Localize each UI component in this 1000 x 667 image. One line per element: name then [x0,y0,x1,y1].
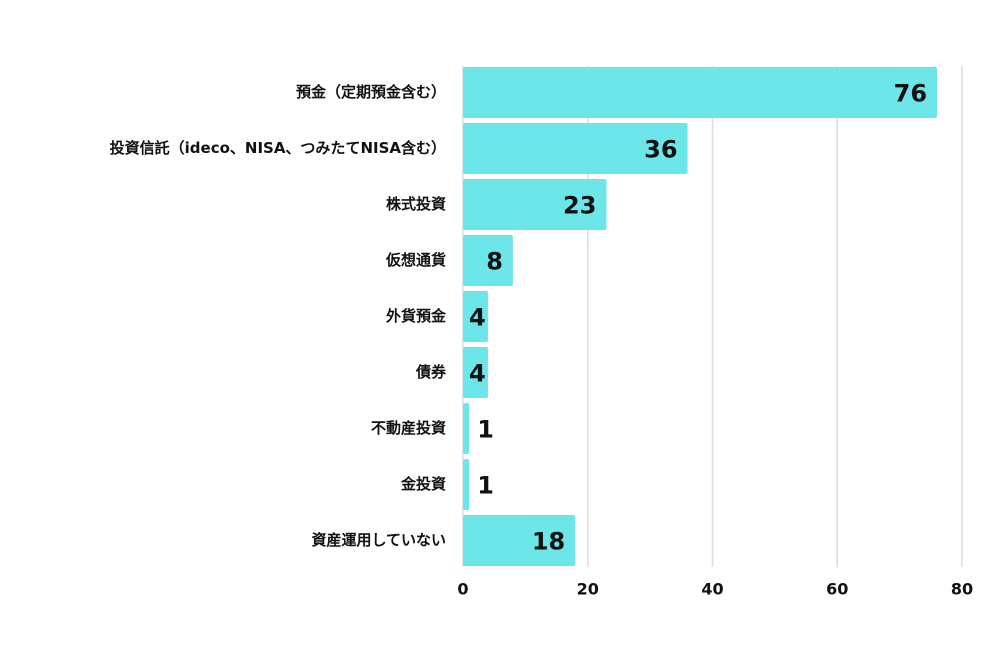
value-label: 1 [477,472,494,500]
bar [463,459,470,510]
x-tick-label: 60 [826,580,848,599]
category-label: 不動産投資 [371,419,446,437]
value-label: 36 [644,136,677,164]
category-label: 資産運用していない [311,531,446,549]
x-tick-label: 80 [951,580,973,599]
x-tick-label: 20 [577,580,599,599]
value-label: 1 [477,416,494,444]
bar [463,515,576,566]
bars [463,67,938,566]
bar [463,403,470,454]
bar [463,67,938,118]
value-label: 4 [469,304,486,332]
category-label: 株式投資 [386,195,446,213]
category-label: 投資信託（ideco、NISA、つみたてNISA含む） [110,139,446,157]
x-tick-label: 40 [701,580,723,599]
category-label: 債券 [415,363,447,381]
value-label: 4 [469,360,486,388]
bar [463,235,513,286]
x-tick-label: 0 [457,580,468,599]
value-label: 76 [894,80,927,108]
value-label: 23 [563,192,596,220]
bar [463,179,607,230]
category-label: 預金（定期預金含む） [296,83,446,101]
bar [463,347,488,398]
category-label: 仮想通貨 [385,251,446,269]
category-label: 外貨預金 [385,307,447,325]
x-axis-ticks: 0 20 40 60 80 [457,580,973,599]
category-label: 金投資 [400,475,446,493]
value-label: 8 [486,248,503,276]
category-labels: 預金（定期預金含む） 投資信託（ideco、NISA、つみたてNISA含む） 株式投… [110,83,447,549]
bar [463,123,688,174]
value-label: 18 [532,528,565,556]
bar [463,291,488,342]
